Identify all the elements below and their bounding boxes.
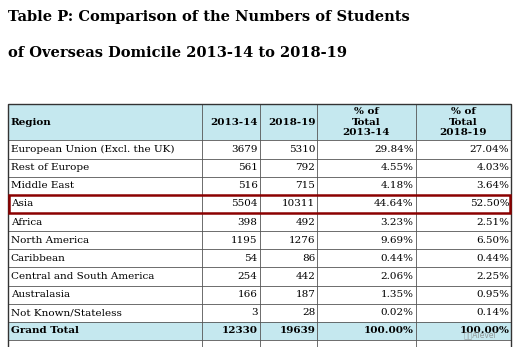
Text: 28: 28 bbox=[302, 308, 316, 318]
Bar bbox=[8, 268, 511, 286]
Bar bbox=[8, 195, 511, 213]
Text: 1.35%: 1.35% bbox=[380, 290, 414, 299]
Text: 0.44%: 0.44% bbox=[380, 254, 414, 263]
Text: Caribbean: Caribbean bbox=[11, 254, 66, 263]
Text: 0.14%: 0.14% bbox=[476, 308, 509, 318]
Text: 54: 54 bbox=[244, 254, 257, 263]
Text: 27.04%: 27.04% bbox=[470, 145, 509, 154]
Text: 我爱Alevel: 我爱Alevel bbox=[463, 330, 496, 339]
Text: 715: 715 bbox=[295, 181, 316, 190]
Text: 100.00%: 100.00% bbox=[364, 327, 414, 336]
Text: 0.02%: 0.02% bbox=[380, 308, 414, 318]
Text: 561: 561 bbox=[238, 163, 257, 172]
Text: 254: 254 bbox=[238, 272, 257, 281]
Text: 3.23%: 3.23% bbox=[380, 218, 414, 227]
Text: 9.69%: 9.69% bbox=[380, 236, 414, 245]
Text: 86: 86 bbox=[302, 254, 316, 263]
Text: Region: Region bbox=[11, 118, 51, 127]
Text: 516: 516 bbox=[238, 181, 257, 190]
Text: % of
Total
2018-19: % of Total 2018-19 bbox=[440, 107, 487, 137]
Text: 3679: 3679 bbox=[231, 145, 257, 154]
Text: Rest of Europe: Rest of Europe bbox=[11, 163, 89, 172]
Text: 3: 3 bbox=[251, 308, 257, 318]
Bar bbox=[8, 231, 511, 249]
Text: 2018-19: 2018-19 bbox=[268, 118, 316, 127]
Text: 52.50%: 52.50% bbox=[470, 200, 509, 209]
Text: European Union (Excl. the UK): European Union (Excl. the UK) bbox=[11, 145, 174, 154]
Text: 5310: 5310 bbox=[289, 145, 316, 154]
Text: 29.84%: 29.84% bbox=[374, 145, 414, 154]
Bar bbox=[8, 286, 511, 304]
Text: 398: 398 bbox=[238, 218, 257, 227]
Text: 0.95%: 0.95% bbox=[476, 290, 509, 299]
Text: Table P: Comparison of the Numbers of Students: Table P: Comparison of the Numbers of St… bbox=[8, 10, 409, 24]
Bar bbox=[9, 195, 510, 212]
Text: 2.06%: 2.06% bbox=[380, 272, 414, 281]
Text: 442: 442 bbox=[295, 272, 316, 281]
Text: 2013-14: 2013-14 bbox=[210, 118, 257, 127]
Text: % of
Total
2013-14: % of Total 2013-14 bbox=[343, 107, 390, 137]
Text: 5504: 5504 bbox=[231, 200, 257, 209]
Text: Not Known/Stateless: Not Known/Stateless bbox=[11, 308, 121, 318]
Text: 2.25%: 2.25% bbox=[476, 272, 509, 281]
Text: of Overseas Domicile 2013-14 to 2018-19: of Overseas Domicile 2013-14 to 2018-19 bbox=[8, 46, 347, 60]
Text: 792: 792 bbox=[295, 163, 316, 172]
Text: 187: 187 bbox=[295, 290, 316, 299]
Text: North America: North America bbox=[11, 236, 89, 245]
Text: 4.18%: 4.18% bbox=[380, 181, 414, 190]
Text: 166: 166 bbox=[238, 290, 257, 299]
Bar bbox=[8, 322, 511, 340]
Text: 1276: 1276 bbox=[289, 236, 316, 245]
Text: Grand Total: Grand Total bbox=[11, 327, 79, 336]
Text: 100.00%: 100.00% bbox=[459, 327, 509, 336]
Text: 19639: 19639 bbox=[280, 327, 316, 336]
Text: 4.03%: 4.03% bbox=[476, 163, 509, 172]
Text: Middle East: Middle East bbox=[11, 181, 74, 190]
Text: 6.50%: 6.50% bbox=[476, 236, 509, 245]
Bar bbox=[8, 249, 511, 268]
Text: 4.55%: 4.55% bbox=[380, 163, 414, 172]
Text: 10311: 10311 bbox=[282, 200, 316, 209]
Text: 3.64%: 3.64% bbox=[476, 181, 509, 190]
Bar bbox=[8, 177, 511, 195]
Text: 0.44%: 0.44% bbox=[476, 254, 509, 263]
Text: 1195: 1195 bbox=[231, 236, 257, 245]
Text: Central and South America: Central and South America bbox=[11, 272, 154, 281]
Text: Africa: Africa bbox=[11, 218, 42, 227]
Text: 44.64%: 44.64% bbox=[374, 200, 414, 209]
Bar bbox=[8, 304, 511, 322]
Text: Australasia: Australasia bbox=[11, 290, 70, 299]
Bar bbox=[8, 141, 511, 159]
Bar bbox=[8, 104, 511, 141]
Text: 12330: 12330 bbox=[222, 327, 257, 336]
Text: 2.51%: 2.51% bbox=[476, 218, 509, 227]
Bar bbox=[8, 213, 511, 231]
Text: 492: 492 bbox=[295, 218, 316, 227]
Text: Asia: Asia bbox=[11, 200, 33, 209]
Bar bbox=[8, 159, 511, 177]
